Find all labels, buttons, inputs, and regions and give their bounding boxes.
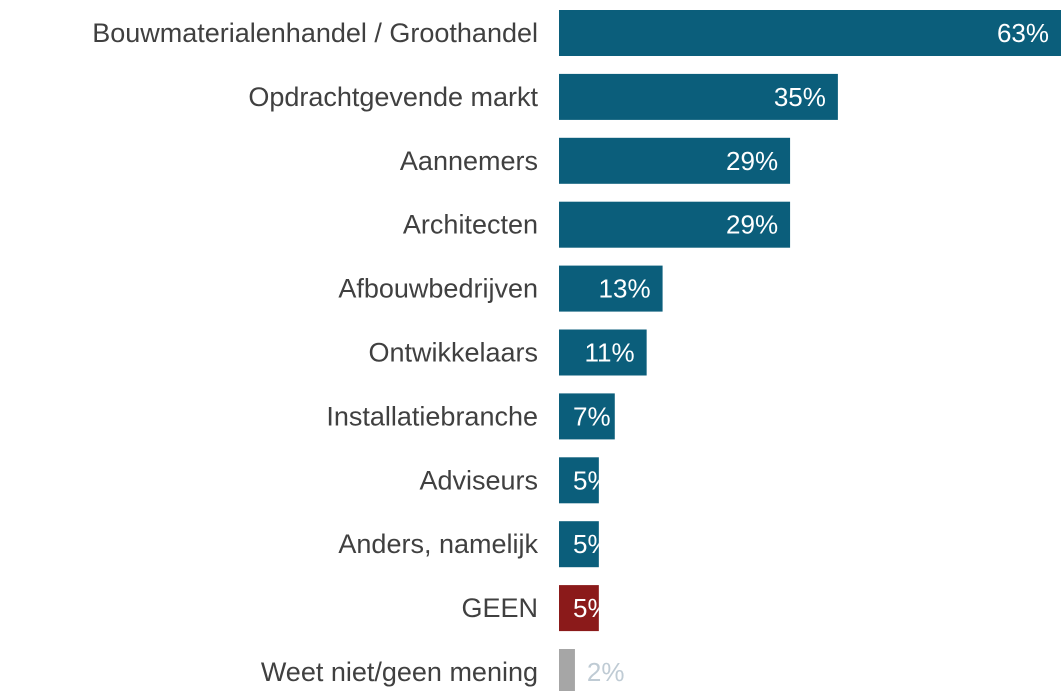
- category-label: Installatiebranche: [326, 401, 538, 431]
- bar: [559, 265, 663, 312]
- value-label: 2%: [587, 657, 625, 687]
- category-label: GEEN: [461, 593, 538, 623]
- value-label: 29%: [726, 210, 778, 240]
- category-label: Anders, namelijk: [338, 529, 538, 559]
- category-label: Aannemers: [400, 146, 538, 176]
- category-label: Opdrachtgevende markt: [248, 82, 538, 112]
- category-label: Ontwikkelaars: [368, 338, 538, 368]
- bar: [559, 649, 575, 695]
- category-label: Afbouwbedrijven: [338, 274, 538, 304]
- bar: [559, 10, 1061, 56]
- category-label: Weet niet/geen mening: [261, 657, 538, 687]
- value-label: 5%: [573, 593, 611, 623]
- bar: [559, 329, 647, 376]
- value-label: 13%: [599, 274, 651, 304]
- category-label: Architecten: [403, 210, 538, 240]
- category-label: Adviseurs: [419, 465, 538, 495]
- value-label: 29%: [726, 146, 778, 176]
- value-label: 35%: [774, 82, 826, 112]
- bar: [559, 585, 599, 632]
- category-label: Bouwmaterialenhandel / Groothandel: [92, 18, 538, 48]
- value-label: 63%: [997, 18, 1049, 48]
- value-label: 5%: [573, 529, 611, 559]
- value-label: 11%: [585, 338, 635, 368]
- value-label: 5%: [573, 465, 611, 495]
- value-label: 7%: [573, 401, 611, 431]
- bar: [559, 393, 615, 440]
- bar: [559, 201, 791, 248]
- bar: [559, 521, 599, 568]
- bar: [559, 457, 599, 504]
- bar: [559, 73, 838, 120]
- bar: [559, 137, 791, 184]
